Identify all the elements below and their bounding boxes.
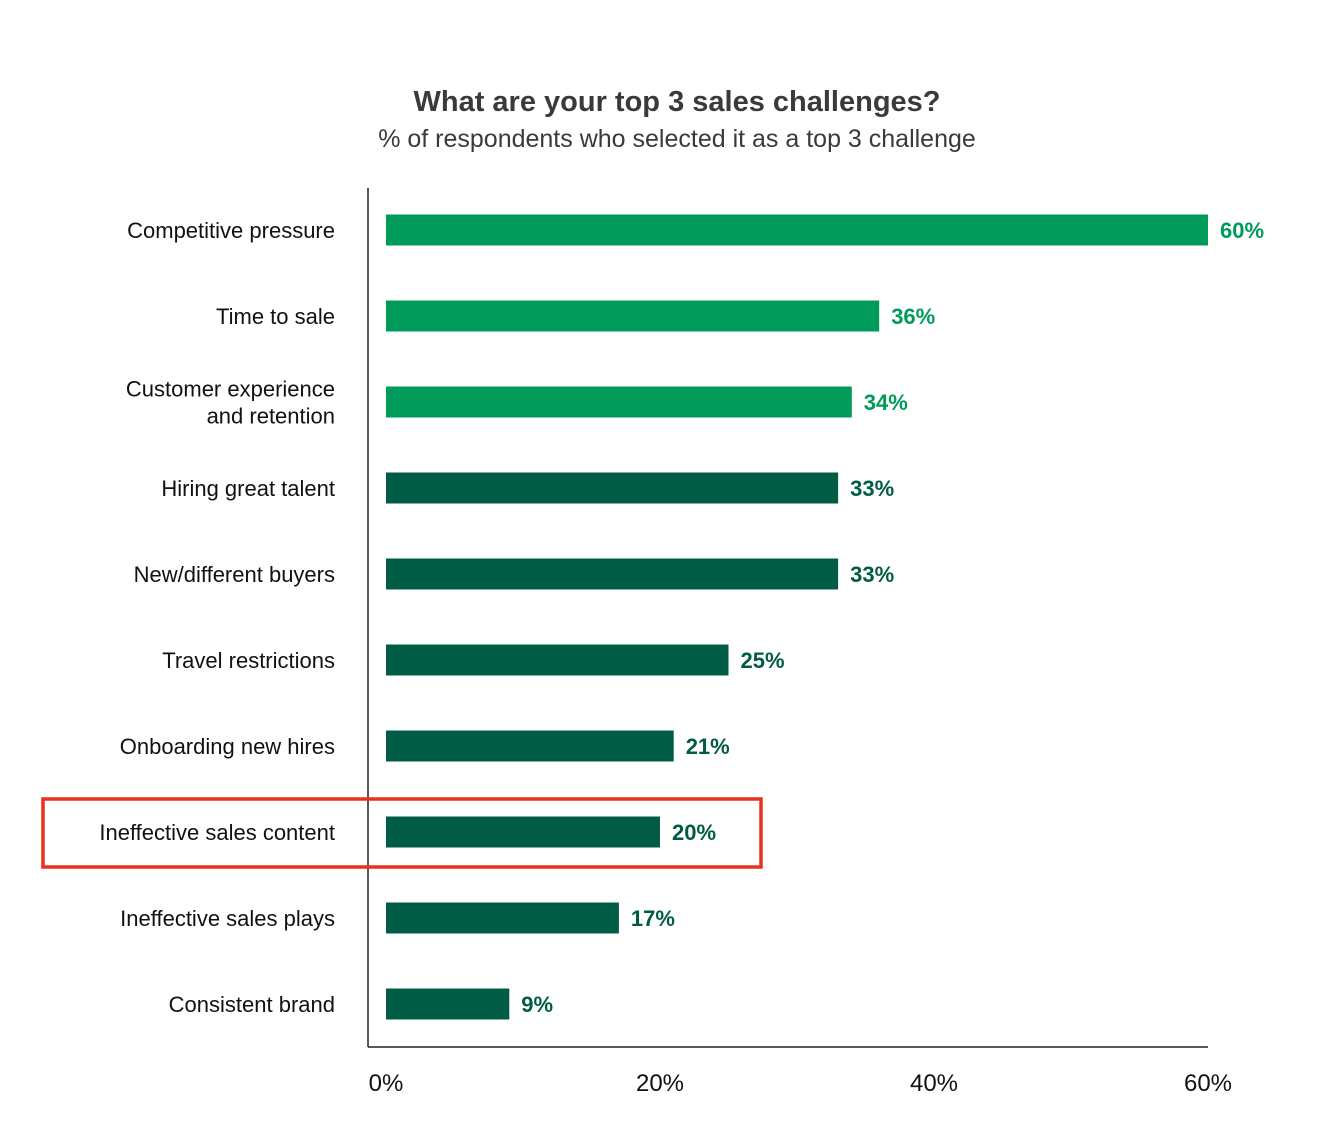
category-label: Consistent brand [169, 992, 335, 1017]
bar-value-label: 33% [850, 562, 894, 587]
x-tick-label: 20% [636, 1070, 684, 1097]
bar [386, 472, 839, 504]
bar-value-label: 21% [686, 734, 730, 759]
bar-value-label: 60% [1220, 218, 1264, 243]
bar [386, 902, 619, 934]
category-label: Competitive pressure [127, 218, 335, 243]
bars-group: 60% Competitive pressure 36% Time to sale 34… [99, 214, 1264, 1020]
category-label: Ineffective sales content [99, 820, 335, 845]
bar [386, 730, 674, 762]
x-tick-label: 0% [369, 1070, 404, 1097]
category-label: Time to sale [216, 304, 335, 329]
bar-value-label: 9% [521, 992, 553, 1017]
bar-value-label: 36% [891, 304, 935, 329]
bar [386, 300, 880, 332]
x-tick-label: 40% [910, 1070, 958, 1097]
chart-title: What are your top 3 sales challenges? [414, 86, 941, 118]
category-label: Travel restrictions [162, 648, 335, 673]
bar-value-label: 17% [631, 906, 675, 931]
category-label: Ineffective sales plays [120, 906, 335, 931]
highlight-box [41, 797, 763, 869]
category-label: New/different buyers [134, 562, 335, 587]
axes-group: 0% 20% 40% 60% [367, 188, 1232, 1097]
bar [386, 988, 510, 1020]
bar [386, 644, 729, 676]
category-label: Hiring great talent [161, 476, 335, 501]
chart-subtitle: % of respondents who selected it as a to… [378, 125, 976, 153]
bar [386, 386, 852, 418]
bar-value-label: 20% [672, 820, 716, 845]
x-tick-label: 60% [1184, 1070, 1232, 1097]
category-label: and retention [207, 404, 335, 429]
bar-value-label: 25% [741, 648, 785, 673]
bar-value-label: 34% [864, 390, 908, 415]
bar [386, 816, 660, 848]
highlight-group [41, 797, 763, 869]
category-label: Onboarding new hires [120, 734, 335, 759]
bar [386, 214, 1208, 246]
bar [386, 558, 839, 590]
category-label: Customer experience [126, 377, 335, 402]
bar-value-label: 33% [850, 476, 894, 501]
